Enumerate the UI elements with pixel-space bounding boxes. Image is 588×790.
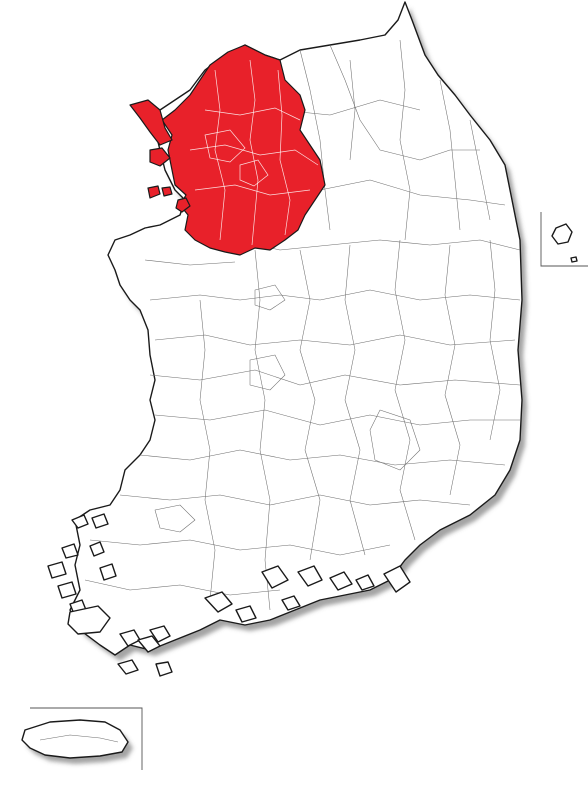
ulleungdo-inset [540, 212, 588, 267]
ulleungdo-island [551, 223, 573, 245]
south-coast-islands [204, 565, 411, 623]
inset-frame-east [540, 212, 588, 267]
inset-frame-south [30, 707, 143, 770]
district-borders [84, 39, 521, 611]
jeju-island [21, 719, 129, 759]
southwest-islands [47, 513, 173, 677]
dokdo-island [570, 256, 578, 263]
highlighted-region [129, 44, 326, 256]
jeju-inset [21, 707, 143, 770]
